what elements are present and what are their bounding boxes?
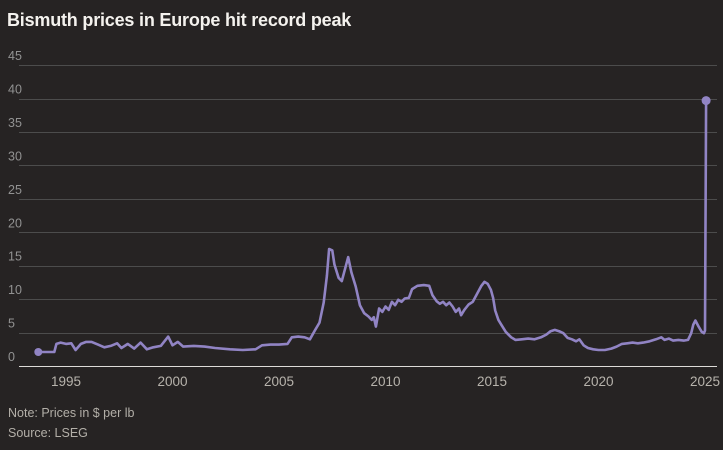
x-tick-label: 2010 <box>370 374 400 389</box>
chart-title: Bismuth prices in Europe hit record peak <box>7 10 352 30</box>
y-tick-label: 5 <box>8 317 15 331</box>
y-tick-label: 40 <box>8 83 22 97</box>
x-tick-label: 2025 <box>690 374 720 389</box>
chart-source: Source: LSEG <box>8 426 88 440</box>
y-tick-label: 10 <box>8 283 22 297</box>
x-tick-label: 2015 <box>477 374 507 389</box>
x-tick-label: 2005 <box>264 374 294 389</box>
x-tick-label: 2000 <box>157 374 187 389</box>
y-tick-label: 30 <box>8 149 22 163</box>
chart-note: Note: Prices in $ per lb <box>8 406 135 420</box>
x-tick-label: 1995 <box>51 374 81 389</box>
y-tick-label: 0 <box>8 350 15 364</box>
line-start-marker <box>34 348 43 356</box>
price-line <box>36 99 708 354</box>
x-tick-label: 2020 <box>583 374 613 389</box>
y-tick-label: 15 <box>8 250 22 264</box>
line-end-marker <box>701 96 711 106</box>
y-tick-label: 35 <box>8 116 22 130</box>
y-tick-label: 45 <box>8 49 22 63</box>
y-tick-label: 20 <box>8 216 22 230</box>
y-tick-label: 25 <box>8 183 22 197</box>
